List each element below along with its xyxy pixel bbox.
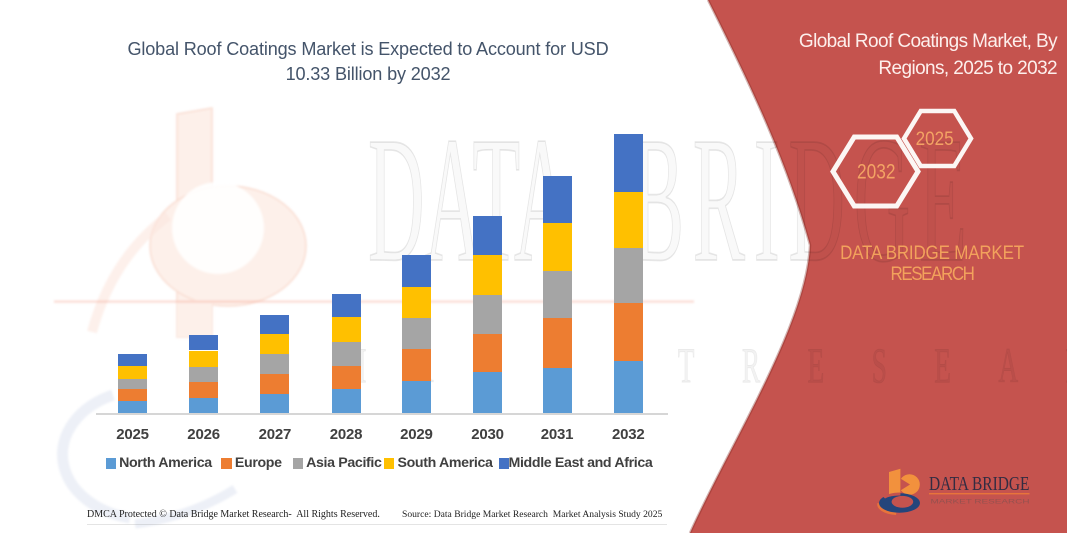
svg-text:2025: 2025 — [916, 129, 954, 150]
svg-text:2032: 2032 — [857, 160, 896, 184]
svg-text:DATA BRIDGE: DATA BRIDGE — [929, 473, 1030, 495]
svg-text:MARKET RESEARCH: MARKET RESEARCH — [931, 499, 1030, 506]
